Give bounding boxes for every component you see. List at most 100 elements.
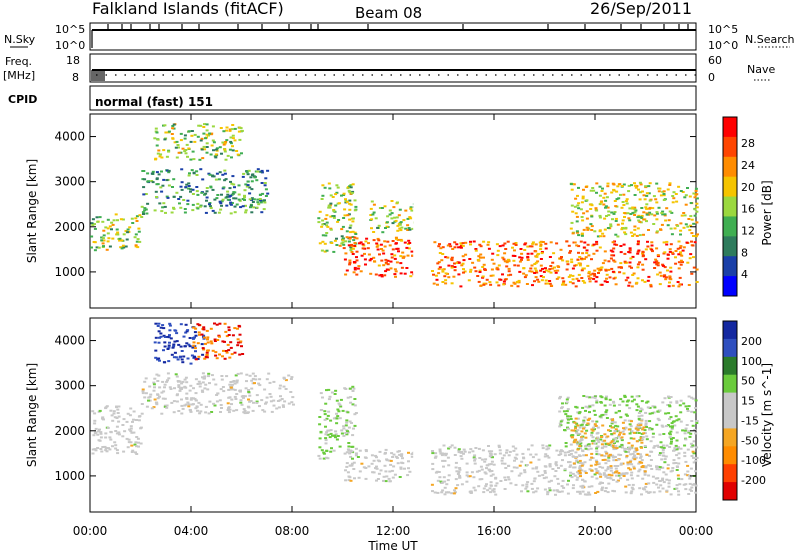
data-cell	[144, 193, 148, 195]
data-cell	[581, 195, 585, 198]
data-cell	[367, 242, 370, 245]
data-cell	[561, 459, 564, 462]
data-cell	[458, 467, 462, 469]
data-cell	[226, 154, 230, 157]
colorbar-swatch	[723, 410, 737, 429]
data-cell	[676, 446, 680, 449]
data-cell	[107, 447, 110, 450]
data-cell	[503, 260, 507, 263]
data-cell	[468, 451, 471, 454]
data-cell	[203, 387, 207, 390]
data-cell	[278, 399, 282, 402]
data-cell	[630, 285, 634, 288]
data-cell	[571, 267, 575, 270]
data-cell	[148, 399, 152, 402]
data-cell	[400, 226, 404, 229]
data-cell	[628, 432, 632, 435]
data-cell	[278, 384, 282, 387]
data-cell	[661, 264, 665, 267]
data-cell	[101, 416, 105, 419]
data-cell	[640, 459, 644, 462]
data-cell	[598, 216, 602, 219]
data-cell	[689, 467, 693, 470]
data-cell	[604, 475, 608, 478]
data-cell	[567, 427, 570, 430]
data-cell	[320, 249, 324, 252]
data-cell	[502, 258, 506, 261]
data-cell	[341, 225, 345, 228]
data-cell	[692, 452, 696, 455]
data-cell	[202, 145, 206, 148]
data-cell	[379, 469, 383, 472]
data-cell	[384, 480, 388, 483]
data-cell	[667, 219, 671, 222]
data-cell	[243, 189, 247, 192]
data-cell	[593, 423, 597, 426]
data-cell	[514, 457, 518, 460]
data-cell	[667, 396, 671, 399]
data-cell	[641, 251, 645, 254]
data-cell	[449, 245, 453, 248]
data-cell	[662, 193, 666, 195]
data-cell	[520, 256, 524, 259]
data-cell	[690, 489, 693, 492]
data-cell	[173, 340, 177, 343]
data-cell	[607, 210, 611, 213]
data-cell	[345, 230, 349, 233]
data-cell	[684, 223, 688, 226]
data-cell	[580, 234, 584, 237]
data-cell	[619, 245, 623, 247]
data-cell	[576, 204, 580, 207]
data-cell	[355, 237, 359, 240]
data-cell	[341, 238, 345, 241]
data-cell	[664, 455, 668, 458]
data-cell	[351, 403, 355, 406]
data-cell	[140, 205, 144, 208]
nsearch-label: N.Search	[745, 33, 795, 46]
data-cell	[518, 270, 522, 273]
data-cell	[431, 452, 435, 455]
data-cell	[614, 220, 618, 222]
data-cell	[690, 486, 694, 489]
data-cell	[595, 470, 599, 473]
data-cell	[439, 452, 443, 455]
data-cell	[329, 419, 333, 422]
data-cell	[671, 437, 675, 439]
data-cell	[638, 261, 642, 264]
data-cell	[671, 252, 675, 255]
data-cell	[366, 247, 370, 250]
data-cell	[691, 397, 695, 400]
data-cell	[141, 390, 145, 393]
data-cell	[692, 235, 695, 237]
data-cell	[215, 400, 219, 403]
data-cell	[624, 491, 628, 494]
data-cell	[512, 259, 516, 262]
data-cell	[344, 240, 348, 243]
data-cell	[489, 474, 493, 477]
data-cell	[232, 409, 236, 412]
data-cell	[487, 468, 491, 471]
data-cell	[646, 400, 650, 403]
data-cell	[158, 386, 162, 389]
data-cell	[574, 405, 578, 408]
data-cell	[693, 214, 697, 217]
data-cell	[321, 396, 324, 399]
data-cell	[695, 268, 699, 271]
data-cell	[222, 143, 226, 146]
data-cell	[563, 429, 566, 431]
data-cell	[198, 205, 202, 208]
data-cell	[560, 485, 564, 488]
data-cell	[663, 213, 667, 216]
data-cell	[458, 468, 462, 471]
data-cell	[204, 342, 207, 345]
data-cell	[629, 437, 633, 440]
power-ylabel: Slant Range [km]	[25, 159, 39, 263]
data-cell	[351, 385, 355, 388]
data-cell	[132, 410, 136, 413]
data-cell	[583, 281, 587, 284]
data-cell	[391, 240, 395, 242]
data-cell	[227, 407, 230, 410]
data-cell	[601, 232, 605, 235]
data-cell	[588, 280, 592, 283]
